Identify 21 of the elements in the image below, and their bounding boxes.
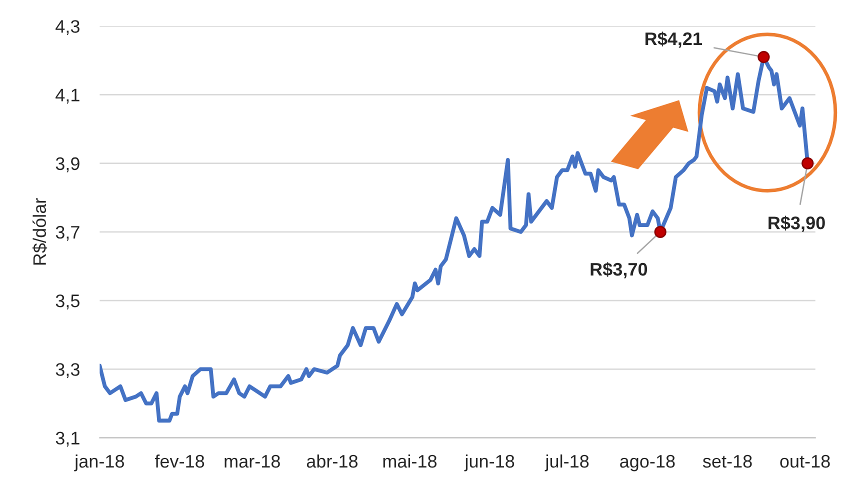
- y-tick-label: 3,3: [56, 363, 80, 378]
- annotation: R$3,90: [768, 216, 825, 232]
- x-tick-label: jan-18: [74, 454, 124, 472]
- y-tick-label: 3,9: [56, 157, 80, 172]
- y-tick-label: 4,1: [56, 88, 80, 104]
- y-tick-label: 4,3: [56, 20, 80, 35]
- x-tick-label: jun-18: [464, 454, 514, 472]
- x-tick-label: set-18: [702, 454, 752, 468]
- y-tick-label: 3,5: [56, 294, 80, 310]
- x-tick-label: abr-18: [306, 454, 358, 468]
- y-tick-label: 3,7: [56, 226, 80, 241]
- annotation: R$3,70: [590, 262, 648, 278]
- annotation: R$4,21: [646, 32, 702, 48]
- x-tick-label: mar-18: [224, 454, 280, 468]
- x-tick-label: out-18: [780, 454, 830, 468]
- x-tick-label: mai-18: [383, 454, 437, 468]
- x-tick-label: ago-18: [620, 454, 675, 472]
- y-axis-title: R$/dólar: [32, 198, 48, 265]
- y-tick-label: 3,1: [56, 432, 80, 447]
- x-tick-label: fev-18: [154, 454, 204, 468]
- x-tick-label: jul-18: [544, 454, 589, 472]
